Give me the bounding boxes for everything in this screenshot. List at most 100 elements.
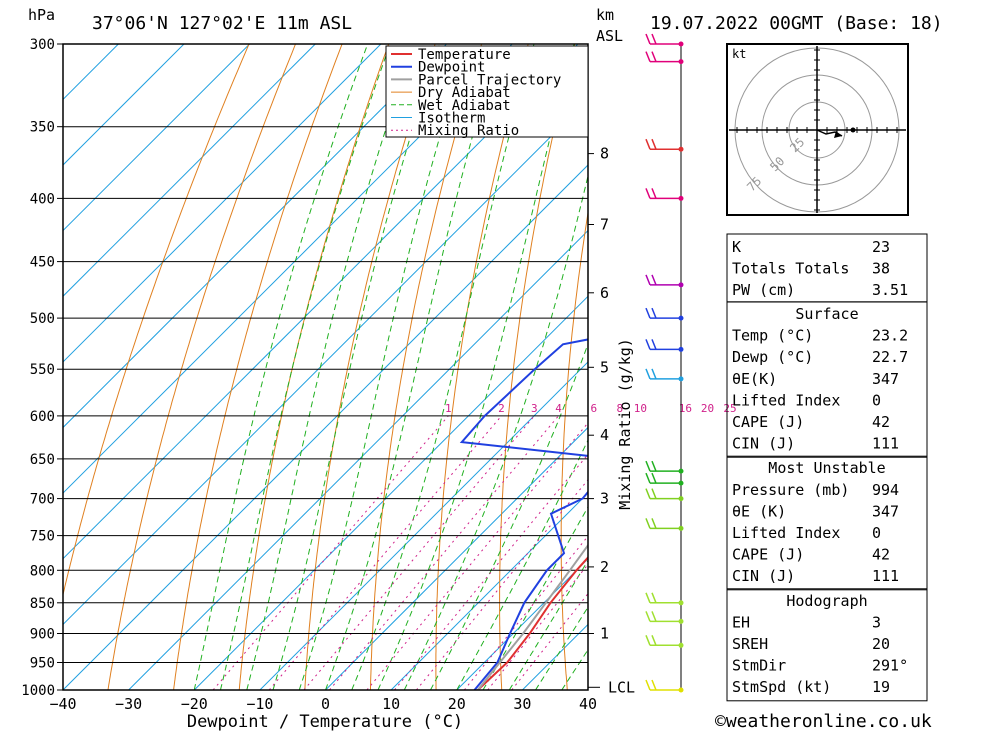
wind-barb-flag	[646, 275, 650, 285]
wind-barb	[646, 680, 684, 693]
wind-barb	[646, 489, 684, 502]
mixing-ratio-label: 20	[701, 402, 714, 415]
wind-barb-flag	[646, 635, 650, 645]
pressure-tick-label: 650	[30, 452, 55, 468]
mixing-ratio-line	[395, 416, 620, 690]
isotherm-line	[63, 44, 709, 690]
index-value: 3	[872, 613, 881, 631]
wind-barb	[646, 308, 684, 321]
mixing-ratio-label: 3	[531, 402, 538, 415]
wind-barb-flag	[652, 611, 656, 621]
wind-barb-flag	[646, 339, 650, 349]
wind-barb-dot	[679, 42, 684, 47]
isobar-lines	[63, 44, 588, 690]
index-label: SREH	[732, 635, 768, 653]
height-tick-label: 8	[600, 145, 609, 163]
index-label: Temp (°C)	[732, 327, 813, 345]
wind-barb	[646, 188, 684, 201]
wind-barb-dot	[679, 469, 684, 474]
legend-entry: Mixing Ratio	[418, 123, 519, 139]
mixing-ratio-line	[330, 416, 559, 690]
index-label: Totals Totals	[732, 260, 849, 278]
index-label: CAPE (J)	[732, 413, 804, 431]
wind-barb-flag	[646, 593, 650, 603]
height-unit-label-asl: ASL	[596, 27, 623, 45]
wind-barb-flag	[652, 34, 656, 44]
wind-barb-flag	[646, 139, 650, 149]
index-value: 19	[872, 678, 890, 696]
mixing-ratio-label: 2	[498, 402, 505, 415]
temperature-tick-label: 10	[382, 695, 400, 713]
wind-barb-column	[646, 34, 684, 693]
wind-barb	[646, 369, 684, 382]
dry-adiabat-line	[992, 35, 1000, 690]
isotherm-line	[0, 44, 447, 690]
wind-barb-flag	[646, 461, 650, 471]
index-value: 111	[872, 567, 899, 585]
location-title: 37°06'N 127°02'E 11m ASL	[92, 13, 352, 34]
wet-adiabat-line	[194, 44, 367, 690]
wind-barb-dot	[679, 147, 684, 152]
wind-barb	[646, 611, 684, 624]
isotherm-line	[129, 44, 775, 690]
pressure-tick-label: 600	[30, 409, 55, 425]
pressure-tick-label: 550	[30, 362, 55, 378]
index-label: StmDir	[732, 657, 786, 675]
wind-barb	[646, 518, 684, 531]
index-value: 42	[872, 546, 890, 564]
index-value: 0	[872, 524, 881, 542]
index-label: EH	[732, 613, 750, 631]
wind-barb-flag	[646, 611, 650, 621]
wind-barb-flag	[646, 369, 650, 379]
wind-barb-flag	[652, 52, 656, 62]
wet-adiabat-line	[378, 44, 574, 690]
wind-barb-dot	[679, 688, 684, 693]
wind-barb-dot	[679, 196, 684, 201]
wind-barb	[646, 473, 684, 486]
temperature-tick-label: 30	[513, 695, 531, 713]
mixing-ratio-axis-label: Mixing Ratio (g/kg)	[616, 338, 634, 510]
wind-barb-flag	[646, 473, 650, 483]
plot-frame	[63, 44, 588, 690]
isotherm-line	[0, 44, 381, 690]
index-label: CIN (J)	[732, 567, 795, 585]
temperature-tick-label: 0	[321, 695, 330, 713]
wind-barb-flag	[646, 34, 650, 44]
dry-adiabat-line	[679, 35, 716, 690]
mixing-ratio-line	[269, 416, 501, 690]
temperature-tick-label: 20	[448, 695, 466, 713]
pressure-tick-label: 700	[30, 492, 55, 508]
pressure-tick-label: 750	[30, 529, 55, 545]
wind-barb-dot	[679, 59, 684, 64]
x-axis-label: Dewpoint / Temperature (°C)	[187, 712, 463, 732]
datetime-title: 19.07.2022 00GMT (Base: 18)	[650, 13, 943, 34]
pressure-tick-label: 450	[30, 255, 55, 271]
wind-barb-flag	[652, 473, 656, 483]
most_unstable-title: Most Unstable	[768, 459, 885, 477]
height-tick-label: 1	[600, 625, 609, 643]
wind-barb	[646, 34, 684, 47]
wind-barb	[646, 635, 684, 648]
wind-barb-flag	[646, 680, 650, 690]
wind-barb-flag	[646, 489, 650, 499]
wind-barb-flag	[652, 489, 656, 499]
height-tick-label: 5	[600, 358, 609, 376]
wind-barb-dot	[679, 376, 684, 381]
dry-adiabat-line	[239, 35, 392, 690]
index-label: Pressure (mb)	[732, 481, 849, 499]
wind-barb-flag	[652, 339, 656, 349]
height-tick-label: 3	[600, 490, 609, 508]
wet-adiabat-line	[299, 44, 468, 690]
mixing-ratio-line	[367, 416, 594, 690]
isotherm-line	[0, 44, 184, 690]
index-label: Lifted Index	[732, 524, 840, 542]
wet-adiabat-line	[352, 44, 534, 690]
wind-barb	[646, 275, 684, 288]
pressure-tick-label: 900	[30, 627, 55, 643]
wind-barb-flag	[652, 461, 656, 471]
